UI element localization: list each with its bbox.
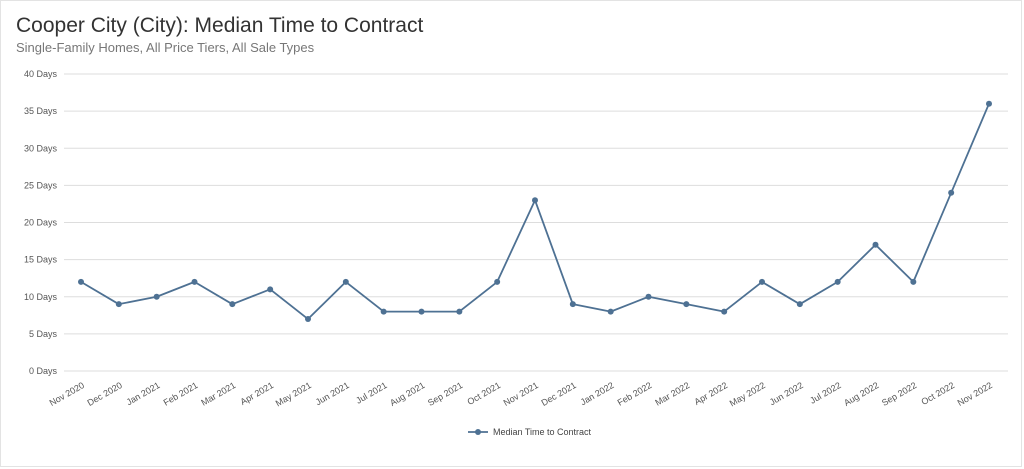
- y-axis-ticks: 0 Days 5 Days 10 Days 15 Days 20 Days 25 Days…: [24, 69, 58, 376]
- data-point[interactable]: [796, 301, 803, 308]
- x-tick-label: Nov 2022: [956, 380, 994, 408]
- series-line: [80, 103, 990, 320]
- x-tick-label: Dec 2020: [85, 380, 123, 408]
- x-tick-label: Sep 2021: [426, 380, 464, 408]
- legend-point-marker: [475, 429, 481, 435]
- data-point[interactable]: [267, 286, 274, 293]
- x-tick-label: Jun 2022: [768, 380, 805, 407]
- data-point[interactable]: [721, 308, 728, 315]
- data-point[interactable]: [229, 301, 236, 308]
- y-tick-label: 0 Days: [29, 366, 58, 376]
- data-point[interactable]: [191, 278, 198, 285]
- x-tick-label: May 2022: [728, 380, 767, 408]
- y-tick-label: 10 Days: [24, 292, 58, 302]
- data-point[interactable]: [683, 301, 690, 308]
- x-tick-label: Jun 2021: [314, 380, 351, 407]
- data-point[interactable]: [494, 278, 501, 285]
- data-point[interactable]: [380, 308, 387, 315]
- y-tick-label: 35 Days: [24, 106, 58, 116]
- x-tick-label: Feb 2022: [616, 380, 654, 408]
- data-point[interactable]: [645, 293, 652, 300]
- data-point[interactable]: [115, 301, 122, 308]
- x-tick-label: Nov 2021: [502, 380, 540, 408]
- series-group: [78, 100, 992, 323]
- data-point[interactable]: [759, 278, 765, 285]
- data-point[interactable]: [78, 278, 84, 285]
- data-point[interactable]: [948, 189, 955, 196]
- x-tick-label: Sep 2022: [880, 380, 918, 408]
- x-tick-label: Jan 2021: [125, 380, 162, 407]
- data-point[interactable]: [607, 308, 614, 315]
- data-point[interactable]: [456, 308, 463, 315]
- x-tick-label: May 2021: [274, 380, 313, 408]
- x-tick-label: Dec 2021: [539, 380, 577, 408]
- data-point[interactable]: [986, 100, 992, 107]
- y-tick-label: 30 Days: [24, 143, 58, 153]
- x-tick-label: Oct 2021: [466, 380, 503, 407]
- data-point[interactable]: [418, 308, 425, 315]
- x-axis-ticks: Nov 2020 Dec 2020 Jan 2021 Feb 2021 Mar 2021…: [48, 380, 994, 408]
- x-tick-label: Apr 2021: [239, 380, 276, 407]
- data-point[interactable]: [305, 316, 311, 323]
- data-point[interactable]: [872, 241, 879, 248]
- x-tick-label: Nov 2020: [48, 380, 86, 408]
- x-tick-label: Mar 2022: [653, 380, 691, 408]
- x-tick-label: Mar 2021: [199, 380, 237, 408]
- data-point[interactable]: [569, 301, 576, 308]
- x-tick-label: Apr 2022: [693, 380, 730, 407]
- x-tick-label: Jan 2022: [579, 380, 616, 407]
- x-tick-label: Jul 2022: [808, 380, 842, 406]
- y-tick-label: 15 Days: [24, 255, 58, 265]
- y-tick-label: 40 Days: [24, 69, 58, 79]
- data-point[interactable]: [910, 278, 917, 285]
- y-tick-label: 5 Days: [29, 329, 58, 339]
- y-tick-label: 20 Days: [24, 218, 58, 228]
- x-tick-label: Aug 2021: [388, 380, 426, 408]
- legend-label: Median Time to Contract: [493, 427, 592, 437]
- grid-lines: [64, 73, 1008, 372]
- x-tick-label: Oct 2022: [920, 380, 957, 407]
- x-tick-label: Aug 2022: [842, 380, 880, 408]
- chart-subtitle: Single-Family Homes, All Price Tiers, Al…: [16, 40, 315, 55]
- data-point[interactable]: [342, 278, 349, 285]
- legend[interactable]: Median Time to Contract: [468, 427, 592, 437]
- chart-title: Cooper City (City): Median Time to Contr…: [16, 14, 424, 37]
- x-tick-label: Jul 2021: [354, 380, 388, 406]
- data-point[interactable]: [153, 293, 160, 300]
- data-point[interactable]: [834, 278, 841, 285]
- data-point[interactable]: [532, 197, 538, 204]
- x-tick-label: Feb 2021: [162, 380, 200, 408]
- y-tick-label: 25 Days: [24, 180, 58, 190]
